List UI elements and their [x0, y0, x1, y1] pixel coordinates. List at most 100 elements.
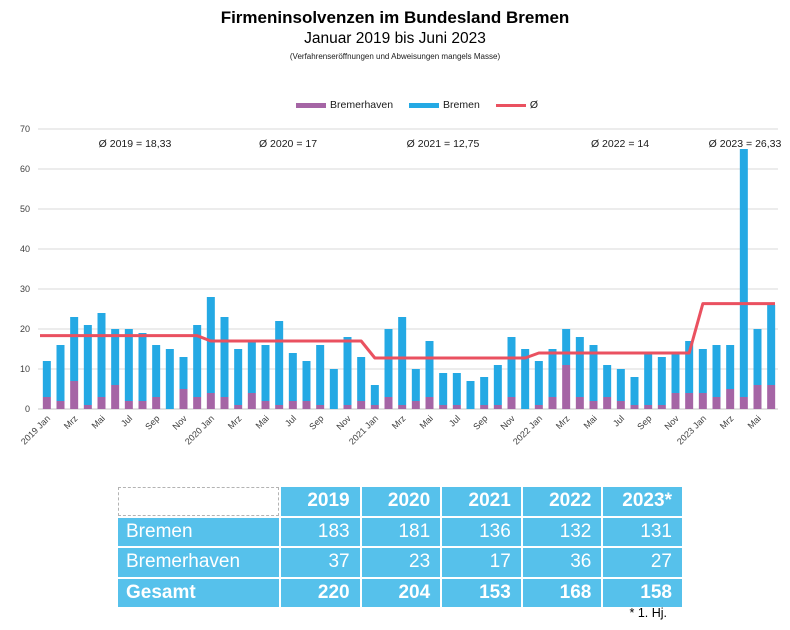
x-axis-label: 2019 Jan [19, 413, 52, 446]
bar-bremerhaven [152, 397, 161, 409]
bar-bremen [138, 333, 147, 401]
bar-bremen [534, 361, 543, 405]
bar-bremen [316, 345, 325, 405]
bar-bremerhaven [480, 405, 489, 409]
table-cell: 181 [361, 517, 441, 546]
bar-bremen [726, 345, 735, 389]
table-cell: 136 [442, 517, 521, 546]
table-header-cell: 2019 [281, 487, 360, 516]
bar-bremerhaven [357, 401, 366, 409]
table-cell: 168 [522, 578, 602, 607]
average-annotation: Ø 2022 = 14 [591, 138, 649, 150]
table-cell: 204 [361, 578, 441, 607]
bar-bremen [739, 149, 748, 397]
legend-label: Bremen [443, 99, 480, 111]
table-header-cell: 2020 [361, 487, 441, 516]
bar-bremen [152, 345, 161, 397]
table-cell: 153 [442, 578, 521, 607]
bar-bremen [548, 349, 557, 397]
y-axis-label: 20 [20, 324, 30, 334]
bar-bremen [220, 317, 229, 397]
x-axis-label: Sep [635, 413, 653, 431]
bar-bremerhaven [671, 393, 680, 409]
x-axis-label: Mrz [226, 413, 244, 431]
bar-bremen [288, 353, 297, 401]
bar-bremerhaven [439, 405, 448, 409]
legend-item-bremerhaven: Bremerhaven [296, 99, 393, 111]
bar-bremerhaven [261, 401, 270, 409]
bar-bremerhaven [685, 393, 694, 409]
x-axis-label: Nov [499, 413, 518, 432]
bar-bremerhaven [575, 397, 584, 409]
bar-bremen [83, 325, 92, 405]
chart-header: Firmeninsolvenzen im Bundesland Bremen J… [0, 7, 790, 61]
bar-bremerhaven [507, 397, 516, 409]
bar-bremerhaven [398, 405, 407, 409]
bar-bremerhaven [370, 405, 379, 409]
bar-bremen [712, 345, 721, 397]
bar-bremen [247, 341, 256, 393]
bar-bremen [644, 353, 653, 405]
page-subtitle: Januar 2019 bis Juni 2023 [304, 30, 486, 47]
bar-bremerhaven [644, 405, 653, 409]
bar-bremerhaven [767, 385, 776, 409]
bar-bremerhaven [343, 405, 352, 409]
bar-bremerhaven [534, 405, 543, 409]
bar-bremerhaven [548, 397, 557, 409]
bar-bremen [425, 341, 434, 397]
bar-bremen [753, 329, 762, 385]
y-axis-label: 0 [25, 404, 30, 414]
bar-bremerhaven [753, 385, 762, 409]
average-annotation: Ø 2023 = 26,33 [709, 138, 782, 150]
table-row-label: Bremerhaven [118, 548, 279, 577]
bar-bremerhaven [179, 389, 188, 409]
summary-table: 2019 2020 2021 2022 2023* Bremen 183 181 136 132 1… [118, 487, 682, 607]
table-cell: 131 [603, 517, 682, 546]
legend-label: Bremerhaven [330, 99, 394, 111]
x-axis-label: Sep [307, 413, 325, 431]
bar-bremen [343, 337, 352, 405]
x-axis-label: 2020 Jan [183, 413, 216, 446]
y-axis-label: 40 [20, 244, 30, 254]
table-cell: 36 [522, 548, 602, 577]
bar-bremen [70, 317, 79, 381]
bar-bremerhaven [83, 405, 92, 409]
bar-bremerhaven [739, 397, 748, 409]
page-title: Firmeninsolvenzen im Bundesland Bremen [220, 8, 570, 27]
bar-bremerhaven [97, 397, 106, 409]
table-row-label: Bremen [118, 517, 279, 546]
bar-bremen [452, 373, 461, 405]
bar-bremen [111, 329, 120, 385]
bar-bremen [698, 349, 707, 393]
x-axis-label: Jul [119, 413, 134, 428]
bar-bremen [439, 373, 448, 405]
bar-bremen [193, 325, 202, 397]
table-corner-cell [118, 487, 279, 516]
x-axis-label: Nov [171, 413, 190, 432]
bar-bremerhaven [452, 405, 461, 409]
y-axis-label: 70 [20, 124, 30, 134]
table-header-cell: 2021 [442, 487, 521, 516]
x-axis-label: Nov [335, 413, 354, 432]
average-annotation: Ø 2020 = 17 [259, 138, 317, 150]
bar-bremerhaven [657, 405, 666, 409]
bar-bremen [562, 329, 571, 365]
bar-bremerhaven [124, 401, 133, 409]
table-cell: 23 [361, 548, 441, 577]
table-cell: 27 [603, 548, 682, 577]
bar-bremerhaven [384, 397, 393, 409]
bar-bremerhaven [698, 393, 707, 409]
legend-swatch-icon [296, 102, 327, 108]
bar-bremen [97, 313, 106, 397]
bar-bremerhaven [247, 393, 256, 409]
x-axis-label: Mrz [718, 413, 736, 431]
bar-bremen [616, 369, 625, 401]
x-axis-label: Sep [471, 413, 489, 431]
x-axis-label: 2022 Jan [511, 413, 544, 446]
y-axis-label: 10 [20, 364, 30, 374]
table-cell: 183 [281, 517, 360, 546]
bar-bremerhaven [42, 397, 51, 409]
bar-bremen [630, 377, 639, 405]
bar-bremen [493, 365, 502, 405]
